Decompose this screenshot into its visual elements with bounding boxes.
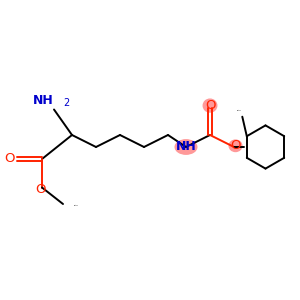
Text: NH: NH — [176, 140, 197, 154]
Text: O: O — [205, 99, 215, 112]
Text: 2: 2 — [63, 98, 70, 108]
Text: methyl: methyl — [237, 110, 242, 111]
Text: O: O — [5, 152, 15, 165]
Text: NH: NH — [33, 94, 54, 107]
Ellipse shape — [229, 140, 242, 152]
Text: O: O — [35, 183, 46, 196]
Ellipse shape — [175, 140, 197, 154]
Text: O: O — [230, 139, 241, 152]
Text: methyl: methyl — [74, 205, 78, 206]
Ellipse shape — [203, 99, 217, 112]
